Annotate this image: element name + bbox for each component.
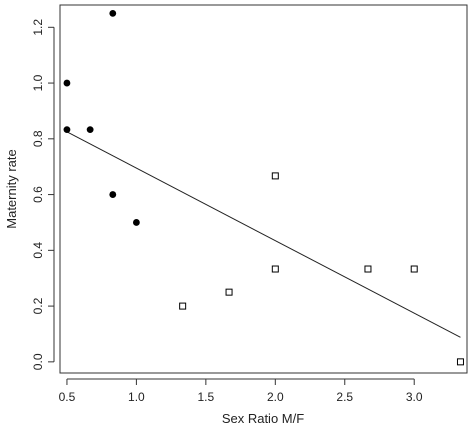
y-tick-label: 0.6: [31, 186, 45, 203]
open-square-point: [410, 265, 418, 273]
y-tick-label: 0.4: [31, 242, 45, 259]
y-tick-label: 0.0: [31, 353, 45, 370]
x-tick-label: 0.5: [59, 390, 76, 404]
x-tick-label: 3.0: [406, 390, 423, 404]
x-axis-label: Sex Ratio M/F: [222, 411, 304, 426]
y-axis-label: Maternity rate: [4, 149, 19, 228]
x-tick-label: 2.0: [267, 390, 284, 404]
filled-circle-point: [109, 191, 117, 198]
filled-circle-point: [63, 79, 71, 87]
x-axis: 0.5 1.0 1.5 2.0 2.5 3.0: [59, 378, 423, 404]
y-tick-label: 0.2: [31, 297, 45, 314]
open-square-point: [364, 265, 372, 273]
open-square-point: [225, 288, 233, 296]
filled-circle-point: [63, 126, 71, 134]
open-square-point: [179, 302, 187, 310]
open-square-point: [271, 265, 279, 273]
open-square-point: [456, 358, 464, 366]
trend-line-group: [66, 131, 461, 338]
y-axis: 0.0 0.2 0.4 0.6 0.8 1.0 1.2: [31, 19, 55, 370]
filled-circle-point: [109, 9, 117, 17]
open-square-point: [271, 172, 279, 180]
x-tick-label: 1.0: [128, 390, 145, 404]
y-tick-label: 0.8: [31, 130, 45, 147]
filled-circle-point: [86, 126, 94, 134]
data-points: [63, 9, 464, 366]
x-tick-label: 2.5: [336, 390, 353, 404]
regression-line: [66, 131, 461, 338]
x-tick-label: 1.5: [198, 390, 215, 404]
y-tick-label: 1.0: [31, 74, 45, 91]
filled-circle-point: [132, 219, 140, 226]
y-tick-label: 1.2: [31, 19, 45, 36]
plot-frame: [59, 4, 468, 374]
